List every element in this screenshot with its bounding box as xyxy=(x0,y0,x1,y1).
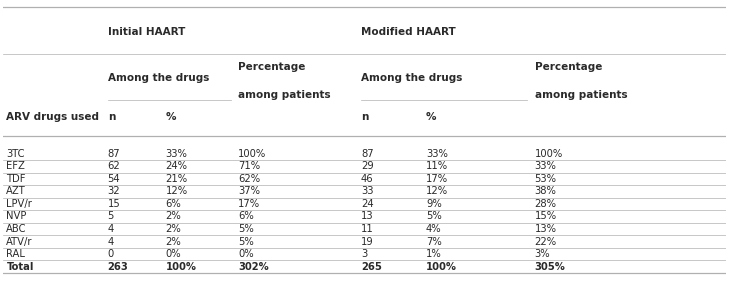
Text: 22%: 22% xyxy=(534,237,557,247)
Text: RAL: RAL xyxy=(7,249,26,259)
Text: EFZ: EFZ xyxy=(7,161,26,171)
Text: 4: 4 xyxy=(108,224,114,234)
Text: 24%: 24% xyxy=(165,161,187,171)
Text: 37%: 37% xyxy=(238,186,260,197)
Text: AZT: AZT xyxy=(7,186,26,197)
Text: 33: 33 xyxy=(361,186,373,197)
Text: 13%: 13% xyxy=(534,224,556,234)
Text: 13: 13 xyxy=(361,212,373,222)
Text: Initial HAART: Initial HAART xyxy=(108,27,185,37)
Text: 12%: 12% xyxy=(165,186,187,197)
Text: 5: 5 xyxy=(108,212,114,222)
Text: 33%: 33% xyxy=(534,161,556,171)
Text: 302%: 302% xyxy=(238,262,269,272)
Text: n: n xyxy=(361,112,368,122)
Text: 33%: 33% xyxy=(426,149,448,159)
Text: 2%: 2% xyxy=(165,237,182,247)
Text: 5%: 5% xyxy=(238,224,254,234)
Text: n: n xyxy=(108,112,115,122)
Text: 15: 15 xyxy=(108,199,120,209)
Text: 2%: 2% xyxy=(165,224,182,234)
Text: 87: 87 xyxy=(108,149,120,159)
Text: 62: 62 xyxy=(108,161,120,171)
Text: 21%: 21% xyxy=(165,174,187,184)
Text: 28%: 28% xyxy=(534,199,556,209)
Text: 100%: 100% xyxy=(534,149,563,159)
Text: Among the drugs: Among the drugs xyxy=(108,73,209,83)
Text: 19: 19 xyxy=(361,237,374,247)
Text: 0: 0 xyxy=(108,249,114,259)
Text: 29: 29 xyxy=(361,161,374,171)
Text: TDF: TDF xyxy=(7,174,26,184)
Text: 17%: 17% xyxy=(426,174,448,184)
Text: 17%: 17% xyxy=(238,199,260,209)
Text: 38%: 38% xyxy=(534,186,556,197)
Text: 46: 46 xyxy=(361,174,373,184)
Text: among patients: among patients xyxy=(238,90,330,100)
Text: 54: 54 xyxy=(108,174,120,184)
Text: %: % xyxy=(165,112,176,122)
Text: 87: 87 xyxy=(361,149,373,159)
Text: 0%: 0% xyxy=(238,249,254,259)
Text: 3TC: 3TC xyxy=(7,149,25,159)
Text: Among the drugs: Among the drugs xyxy=(361,73,462,83)
Text: 3%: 3% xyxy=(534,249,550,259)
Text: Percentage: Percentage xyxy=(534,62,602,72)
Text: %: % xyxy=(426,112,437,122)
Text: 32: 32 xyxy=(108,186,120,197)
Text: 305%: 305% xyxy=(534,262,566,272)
Text: 33%: 33% xyxy=(165,149,187,159)
Text: 265: 265 xyxy=(361,262,382,272)
Text: 6%: 6% xyxy=(238,212,254,222)
Text: 3: 3 xyxy=(361,249,367,259)
Text: 263: 263 xyxy=(108,262,128,272)
Text: 15%: 15% xyxy=(534,212,557,222)
Text: 100%: 100% xyxy=(426,262,457,272)
Text: ATV/r: ATV/r xyxy=(7,237,33,247)
Text: 53%: 53% xyxy=(534,174,556,184)
Text: 11%: 11% xyxy=(426,161,448,171)
Text: ABC: ABC xyxy=(7,224,27,234)
Text: 71%: 71% xyxy=(238,161,260,171)
Text: ARV drugs used: ARV drugs used xyxy=(7,112,99,122)
Text: 12%: 12% xyxy=(426,186,448,197)
Text: 100%: 100% xyxy=(238,149,266,159)
Text: 5%: 5% xyxy=(426,212,442,222)
Text: Modified HAART: Modified HAART xyxy=(361,27,456,37)
Text: NVP: NVP xyxy=(7,212,27,222)
Text: 4%: 4% xyxy=(426,224,442,234)
Text: 2%: 2% xyxy=(165,212,182,222)
Text: 62%: 62% xyxy=(238,174,260,184)
Text: Total: Total xyxy=(7,262,34,272)
Text: 11: 11 xyxy=(361,224,374,234)
Text: 5%: 5% xyxy=(238,237,254,247)
Text: among patients: among patients xyxy=(534,90,627,100)
Text: Percentage: Percentage xyxy=(238,62,305,72)
Text: 24: 24 xyxy=(361,199,373,209)
Text: 6%: 6% xyxy=(165,199,182,209)
Text: 9%: 9% xyxy=(426,199,442,209)
Text: 100%: 100% xyxy=(165,262,197,272)
Text: LPV/r: LPV/r xyxy=(7,199,32,209)
Text: 1%: 1% xyxy=(426,249,442,259)
Text: 4: 4 xyxy=(108,237,114,247)
Text: 0%: 0% xyxy=(165,249,182,259)
Text: 7%: 7% xyxy=(426,237,442,247)
